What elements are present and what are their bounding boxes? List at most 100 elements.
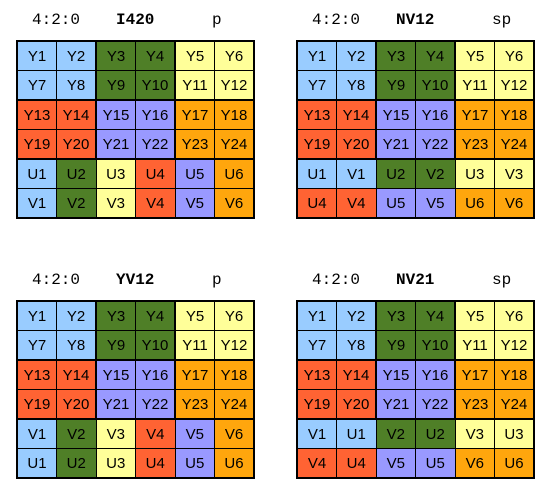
sample-cell: V1 <box>336 158 377 189</box>
pixel-grid: Y1 Y2 Y3 Y4 Y5 Y6 Y7 Y8 Y9 Y10 Y11 Y12 Y13 Y14 Y15 Y16 Y… <box>296 300 535 479</box>
sample-cell: Y3 <box>375 300 416 331</box>
sample-cell: V3 <box>95 418 136 449</box>
grid-row: U4 V4 U5 V5 U6 V6 <box>296 188 535 219</box>
sample-cell: U3 <box>454 158 495 189</box>
sample-cell: U2 <box>56 448 97 479</box>
format-label: YV12 <box>116 271 155 289</box>
sample-cell: Y18 <box>214 359 255 390</box>
sample-cell: Y23 <box>454 129 495 160</box>
sample-cell: Y7 <box>296 330 337 361</box>
sample-cell: U4 <box>296 188 337 219</box>
sample-cell: Y16 <box>135 99 176 130</box>
panel-header: 4:2:0 NV21 sp <box>296 260 538 300</box>
sample-cell: Y13 <box>16 99 57 130</box>
grid-row: V4 U4 V5 U5 V6 U6 <box>296 448 535 479</box>
sample-cell: V2 <box>56 418 97 449</box>
sample-cell: V3 <box>494 158 535 189</box>
sample-cell: Y15 <box>375 99 416 130</box>
format-label: NV21 <box>396 271 435 289</box>
sample-cell: Y2 <box>56 300 97 331</box>
sample-cell: Y18 <box>214 99 255 130</box>
subsampling-label: 4:2:0 <box>32 11 81 29</box>
pixel-grid: Y1 Y2 Y3 Y4 Y5 Y6 Y7 Y8 Y9 Y10 Y11 Y12 Y13 Y14 Y15 Y16 Y… <box>16 40 255 219</box>
format-label: NV12 <box>396 11 435 29</box>
sample-cell: Y1 <box>16 300 57 331</box>
sample-cell: Y23 <box>174 129 215 160</box>
sample-cell: Y18 <box>494 99 535 130</box>
grid-row: U1 U2 U3 U4 U5 U6 <box>16 448 255 479</box>
sample-cell: U6 <box>454 188 495 219</box>
sample-cell: Y21 <box>375 389 416 420</box>
panel-nv21: 4:2:0 NV21 sp Y1 Y2 Y3 Y4 Y5 Y6 Y7 Y8 Y9 Y10 Y11 Y1… <box>296 260 538 479</box>
sample-cell: Y24 <box>214 129 255 160</box>
sample-cell: Y17 <box>174 99 215 130</box>
sample-cell: Y3 <box>375 40 416 71</box>
grid-row: Y13 Y14 Y15 Y16 Y17 Y18 <box>296 99 535 130</box>
sample-cell: V4 <box>296 448 337 479</box>
sample-cell: U1 <box>296 158 337 189</box>
sample-cell: Y10 <box>415 70 456 101</box>
sample-cell: Y9 <box>95 330 136 361</box>
sample-cell: Y2 <box>56 40 97 71</box>
sample-cell: V5 <box>375 448 416 479</box>
grid-row: Y7 Y8 Y9 Y10 Y11 Y12 <box>16 70 255 101</box>
sample-cell: V6 <box>454 448 495 479</box>
sample-cell: Y3 <box>95 300 136 331</box>
sample-cell: Y4 <box>135 40 176 71</box>
grid-row: Y19 Y20 Y21 Y22 Y23 Y24 <box>16 129 255 160</box>
sample-cell: V3 <box>95 188 136 219</box>
sample-cell: Y14 <box>336 99 377 130</box>
sample-cell: V5 <box>415 188 456 219</box>
sample-cell: U6 <box>214 158 255 189</box>
sample-cell: Y17 <box>454 99 495 130</box>
sample-cell: V2 <box>375 418 416 449</box>
sample-cell: U5 <box>174 448 215 479</box>
sample-cell: Y22 <box>135 129 176 160</box>
format-label: I420 <box>116 11 155 29</box>
sample-cell: Y23 <box>454 389 495 420</box>
sample-cell: Y15 <box>95 99 136 130</box>
sample-cell: Y14 <box>56 99 97 130</box>
sample-cell: U2 <box>415 418 456 449</box>
sample-cell: Y8 <box>336 70 377 101</box>
sample-cell: Y10 <box>135 70 176 101</box>
grid-row: Y1 Y2 Y3 Y4 Y5 Y6 <box>296 300 535 331</box>
sample-cell: Y9 <box>95 70 136 101</box>
grid-row: V1 U1 V2 U2 V3 U3 <box>296 418 535 449</box>
sample-cell: Y11 <box>174 70 215 101</box>
panel-header: 4:2:0 NV12 sp <box>296 0 538 40</box>
grid-row: Y19 Y20 Y21 Y22 Y23 Y24 <box>16 389 255 420</box>
sample-cell: Y17 <box>174 359 215 390</box>
sample-cell: Y6 <box>494 40 535 71</box>
grid-row: Y13 Y14 Y15 Y16 Y17 Y18 <box>296 359 535 390</box>
sample-cell: V1 <box>16 418 57 449</box>
sample-cell: Y12 <box>494 70 535 101</box>
panel-nv12: 4:2:0 NV12 sp Y1 Y2 Y3 Y4 Y5 Y6 Y7 Y8 Y9 Y10 Y11 Y1… <box>296 0 538 219</box>
sample-cell: Y5 <box>454 40 495 71</box>
sample-cell: Y24 <box>494 389 535 420</box>
sample-cell: V6 <box>214 418 255 449</box>
sample-cell: Y21 <box>95 389 136 420</box>
grid-row: Y7 Y8 Y9 Y10 Y11 Y12 <box>16 330 255 361</box>
layout-label: p <box>212 11 222 29</box>
grid-row: U1 U2 U3 U4 U5 U6 <box>16 158 255 189</box>
sample-cell: Y16 <box>135 359 176 390</box>
sample-cell: Y24 <box>494 129 535 160</box>
sample-cell: Y9 <box>375 70 416 101</box>
sample-cell: Y7 <box>296 70 337 101</box>
sample-cell: Y7 <box>16 330 57 361</box>
panel-header: 4:2:0 I420 p <box>16 0 258 40</box>
grid-row: Y13 Y14 Y15 Y16 Y17 Y18 <box>16 99 255 130</box>
sample-cell: Y21 <box>375 129 416 160</box>
sample-cell: Y22 <box>135 389 176 420</box>
sample-cell: Y1 <box>296 40 337 71</box>
grid-row: U1 V1 U2 V2 U3 V3 <box>296 158 535 189</box>
sample-cell: Y8 <box>336 330 377 361</box>
sample-cell: Y2 <box>336 40 377 71</box>
sample-cell: V4 <box>336 188 377 219</box>
sample-cell: Y20 <box>56 389 97 420</box>
pixel-grid: Y1 Y2 Y3 Y4 Y5 Y6 Y7 Y8 Y9 Y10 Y11 Y12 Y13 Y14 Y15 Y16 Y… <box>16 300 255 479</box>
sample-cell: Y19 <box>16 389 57 420</box>
sample-cell: Y8 <box>56 330 97 361</box>
sample-cell: U4 <box>135 448 176 479</box>
